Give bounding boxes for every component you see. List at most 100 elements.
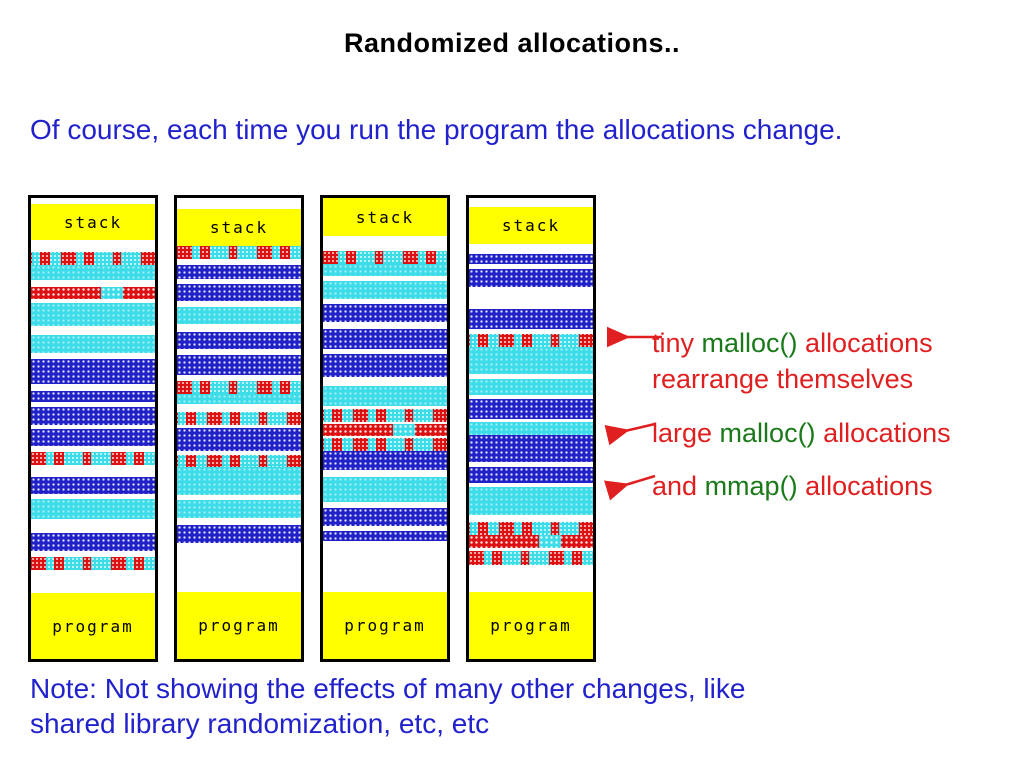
band-blue (31, 429, 155, 446)
band-blue (469, 399, 593, 419)
annotation-segment: large (652, 418, 720, 448)
band-tiny (177, 246, 301, 259)
band-gap (177, 451, 301, 455)
band-gap (31, 551, 155, 557)
annotation-segment: allocations (797, 471, 933, 501)
band-gap (31, 299, 155, 303)
band-blue (31, 477, 155, 494)
band-gap (323, 502, 447, 508)
annotation-rearrange: rearrange themselves (652, 364, 913, 395)
band-red (469, 535, 593, 548)
memory-map-run-4: stack program (466, 195, 596, 662)
band-stack: stack (31, 204, 155, 240)
annotation-segment: tiny (652, 328, 702, 358)
band-blue (469, 309, 593, 329)
band-stack: stack (469, 207, 593, 244)
band-gap (323, 526, 447, 531)
band-blue (469, 467, 593, 483)
band-blue (31, 391, 155, 402)
intro-text: Of course, each time you run the program… (30, 114, 843, 145)
band-blue (177, 265, 301, 279)
band-blue (323, 304, 447, 322)
band-gap (323, 349, 447, 354)
band-gap (469, 374, 593, 379)
memory-map-run-3: stack program (320, 195, 450, 662)
band-gap (323, 436, 447, 438)
band-blue (177, 332, 301, 349)
band-red (31, 287, 155, 299)
band-gap (31, 494, 155, 499)
band-gap (177, 375, 301, 381)
band-cyan (31, 499, 155, 519)
annotation-mmap: and mmap() allocations (652, 471, 933, 502)
band-gap (469, 244, 593, 254)
band-gap (323, 470, 447, 477)
band-gap (469, 198, 593, 207)
band-program: program (177, 592, 301, 659)
band-cyan (323, 477, 447, 502)
band-gap (31, 402, 155, 407)
band-gap (323, 276, 447, 281)
band-gap (31, 465, 155, 477)
band-gap (469, 515, 593, 522)
band-gap (323, 236, 447, 251)
band-gap (469, 548, 593, 551)
band-tiny (31, 252, 155, 265)
band-gap (177, 259, 301, 265)
band-program: program (469, 592, 593, 659)
band-blue (469, 269, 593, 287)
band-tiny (323, 438, 447, 451)
band-cyan (323, 386, 447, 406)
band-gap (323, 541, 447, 592)
band-cyan (469, 347, 593, 374)
band-cyan (323, 264, 447, 276)
annotation-segment: malloc() (701, 328, 798, 358)
annotation-segment: mmap() (704, 471, 798, 501)
band-gap (31, 280, 155, 287)
arrow-mmap (604, 474, 656, 501)
band-gap (177, 495, 301, 500)
band-cyan (31, 303, 155, 326)
band-tiny (177, 412, 301, 425)
band-cyan (177, 307, 301, 324)
band-gap (323, 299, 447, 304)
annotation-segment: rearrange themselves (652, 364, 914, 394)
band-cyan (469, 422, 593, 435)
note-line-2: shared library randomization, etc, etc (30, 708, 490, 739)
band-tiny (469, 522, 593, 535)
band-cyan (31, 335, 155, 353)
band-blue (31, 359, 155, 384)
annotation-tiny-malloc: tiny malloc() allocations (652, 328, 933, 359)
band-stack: stack (323, 198, 447, 236)
arrow-large-malloc (604, 422, 656, 446)
band-gap (469, 329, 593, 334)
band-blue (177, 284, 301, 301)
band-blue (323, 508, 447, 526)
band-blue (31, 533, 155, 551)
band-blue (469, 254, 593, 264)
band-cyan (323, 281, 447, 299)
band-cyan (469, 487, 593, 515)
band-gap (323, 422, 447, 424)
band-gap (469, 565, 593, 592)
annotation-segment: allocations (815, 418, 951, 448)
band-gap (177, 324, 301, 332)
band-tiny (323, 251, 447, 264)
band-blue (469, 435, 593, 462)
memory-map-run-2: stack program (174, 195, 304, 662)
band-cyan (177, 394, 301, 404)
band-tiny (31, 557, 155, 570)
band-gap (323, 406, 447, 409)
band-blue (177, 428, 301, 451)
band-tiny (31, 452, 155, 465)
annotation-segment: and (652, 471, 705, 501)
band-gap (31, 446, 155, 452)
band-gap (469, 419, 593, 422)
band-tiny (469, 334, 593, 347)
band-gap (469, 483, 593, 487)
band-blue (323, 329, 447, 349)
band-blue (323, 354, 447, 377)
band-gap (31, 326, 155, 335)
band-program: program (31, 593, 155, 659)
